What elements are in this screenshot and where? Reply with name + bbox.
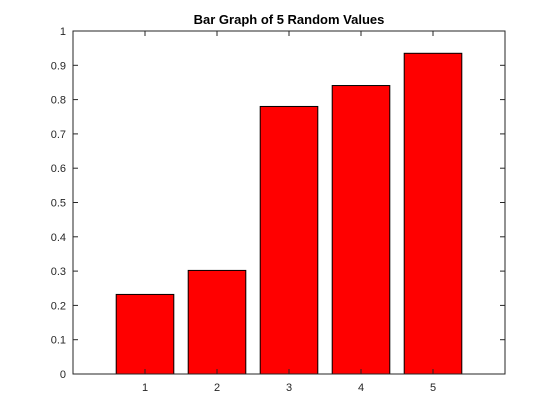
y-tick-label-0.5: 0.5 (51, 198, 66, 210)
bar-5 (403, 52, 463, 375)
y-tick-label-0.8: 0.8 (51, 95, 66, 107)
bar-2 (187, 269, 247, 375)
chart-title: Bar Graph of 5 Random Values (194, 12, 385, 27)
y-tick-label-0.2: 0.2 (51, 300, 66, 312)
x-tick-label-4: 4 (358, 382, 364, 394)
bar-3 (259, 105, 319, 375)
x-tick-label-3: 3 (286, 382, 292, 394)
y-tick-label-1: 1 (60, 26, 66, 38)
y-tick-label-0.6: 0.6 (51, 163, 66, 175)
y-tick-label-0.7: 0.7 (51, 129, 66, 141)
x-tick-label-1: 1 (142, 382, 148, 394)
y-tick-label-0.1: 0.1 (51, 335, 66, 347)
y-tick-label-0: 0 (60, 369, 66, 381)
y-tick-label-0.3: 0.3 (51, 266, 66, 278)
x-tick-label-5: 5 (430, 382, 436, 394)
bar-1 (115, 293, 175, 375)
bars-layer (115, 52, 463, 375)
y-tick-label-0.9: 0.9 (51, 60, 66, 72)
bar-4 (331, 85, 391, 375)
ticks-layer: 1 2 3 4 5 0 0.1 0.2 0.3 0.4 0.5 0.6 0.7 0.8 0.9 1 (51, 26, 505, 394)
x-tick-label-2: 2 (214, 382, 220, 394)
y-tick-label-0.4: 0.4 (51, 232, 66, 244)
